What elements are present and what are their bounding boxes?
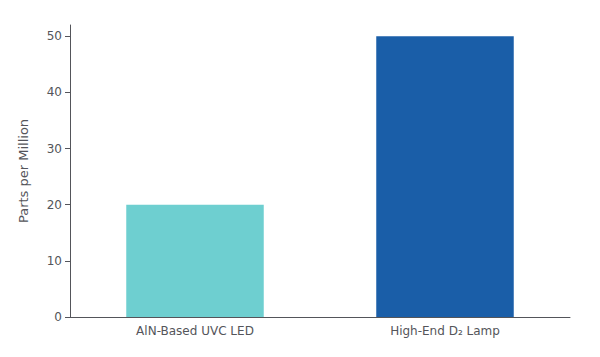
svg-text:High-End D₂ Lamp: High-End D₂ Lamp xyxy=(390,324,500,338)
svg-text:AlN-Based UVC LED: AlN-Based UVC LED xyxy=(136,324,254,338)
svg-text:40: 40 xyxy=(47,85,62,99)
svg-text:Parts per Million: Parts per Million xyxy=(16,119,31,223)
svg-text:10: 10 xyxy=(47,254,62,268)
svg-text:0: 0 xyxy=(54,310,62,324)
svg-text:30: 30 xyxy=(47,142,62,156)
svg-text:20: 20 xyxy=(47,198,62,212)
svg-text:50: 50 xyxy=(47,29,62,43)
